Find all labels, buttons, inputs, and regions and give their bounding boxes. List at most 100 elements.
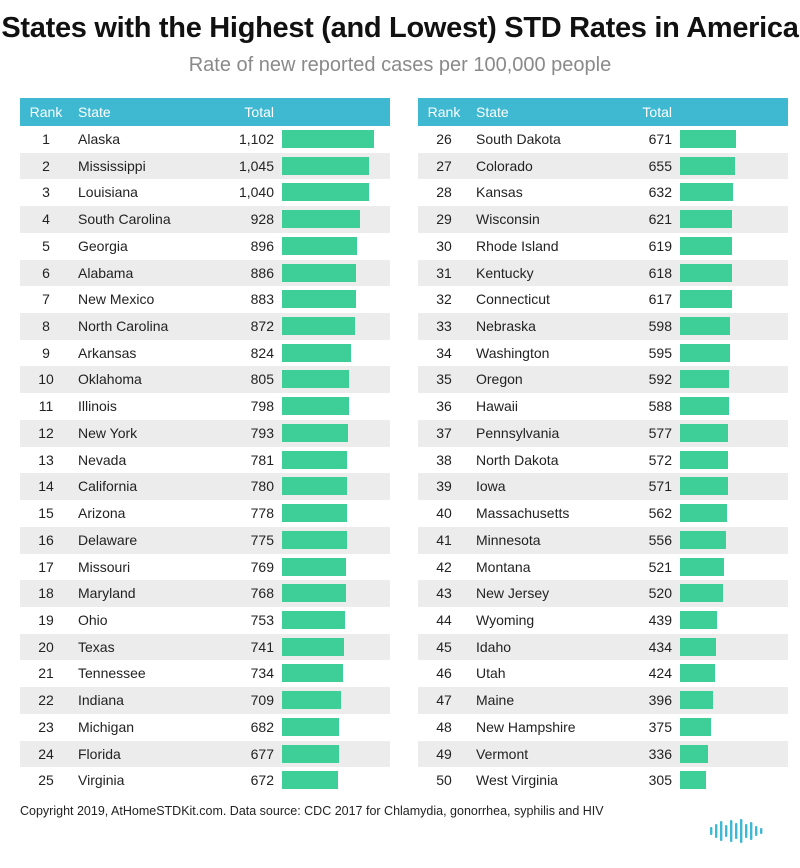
table-left: Rank State Total 1 Alaska 1,102 2 Mississipp…: [20, 98, 390, 794]
value-bar: [680, 744, 709, 763]
state-cell: Arkansas: [78, 344, 137, 361]
state-cell: Georgia: [78, 237, 128, 254]
table-row: 3 Louisiana 1,040: [20, 179, 390, 206]
total-cell: 753: [250, 611, 274, 628]
table-row: 5 Georgia 896: [20, 233, 390, 260]
table-row: 47 Maine 396: [418, 687, 788, 714]
table-row: 21 Tennessee 734: [20, 660, 390, 687]
value-bar: [282, 183, 369, 202]
state-cell: North Dakota: [476, 451, 559, 468]
state-cell: Illinois: [78, 398, 117, 415]
value-bar: [282, 637, 344, 656]
rank-cell: 15: [38, 505, 54, 522]
logo-bar: [755, 826, 758, 836]
value-bar: [282, 610, 345, 629]
total-cell: 618: [648, 264, 672, 281]
chart-title: States with the Highest (and Lowest) STD…: [1, 12, 799, 44]
rank-cell: 27: [436, 157, 452, 174]
total-cell: 872: [250, 318, 274, 335]
value-bar: [282, 263, 356, 282]
table-row: 35 Oregon 592: [418, 366, 788, 394]
total-cell: 896: [250, 237, 274, 254]
state-cell: Colorado: [476, 157, 533, 174]
state-cell: New York: [78, 424, 138, 441]
state-cell: Arizona: [78, 505, 126, 522]
rank-cell: 30: [436, 237, 452, 254]
total-cell: 798: [250, 398, 274, 415]
rank-cell: 19: [38, 611, 54, 628]
value-bar: [680, 370, 730, 389]
table-row: 14 California 780: [20, 473, 390, 501]
value-bar: [282, 530, 347, 549]
total-cell: 617: [648, 291, 672, 308]
state-cell: New Hampshire: [476, 718, 576, 735]
total-cell: 677: [250, 745, 274, 762]
value-bar: [680, 290, 732, 309]
state-cell: Nebraska: [476, 318, 536, 335]
table-row: 25 Virginia 672: [20, 767, 390, 794]
state-cell: Kentucky: [476, 264, 534, 281]
state-cell: Indiana: [78, 692, 124, 709]
table-row: 6 Alabama 886: [20, 259, 390, 287]
state-cell: Maine: [476, 692, 515, 709]
state-cell: Oklahoma: [78, 371, 142, 388]
table-row: 39 Iowa 571: [418, 473, 788, 501]
state-cell: New Jersey: [476, 585, 550, 602]
rank-cell: 28: [436, 184, 452, 201]
table-row: 38 North Dakota 572: [418, 447, 788, 474]
footer-source: Copyright 2019, AtHomeSTDKit.com. Data s…: [20, 804, 604, 818]
table-row: 11 Illinois 798: [20, 393, 390, 420]
rank-cell: 8: [42, 318, 50, 335]
value-bar: [282, 236, 357, 255]
total-cell: 928: [250, 211, 274, 228]
table-row: 37 Pennsylvania 577: [418, 419, 788, 447]
value-bar: [680, 637, 717, 656]
table-row: 31 Kentucky 618: [418, 259, 788, 287]
total-cell: 396: [648, 692, 672, 709]
table-row: 50 West Virginia 305: [418, 767, 788, 794]
total-cell: 305: [648, 772, 672, 789]
value-bar: [282, 557, 347, 576]
table-row: 46 Utah 424: [418, 660, 788, 687]
logo-bar: [735, 823, 738, 839]
rank-cell: 48: [436, 718, 452, 735]
rank-cell: 26: [436, 131, 452, 147]
total-cell: 780: [250, 478, 274, 495]
table-row: 42 Montana 521: [418, 554, 788, 581]
value-bar: [680, 423, 729, 442]
table-row: 7 New Mexico 883: [20, 286, 390, 313]
value-bar: [282, 130, 374, 148]
state-cell: Minnesota: [476, 531, 541, 548]
header-total: Total: [244, 104, 274, 120]
value-bar: [282, 584, 347, 603]
value-bar: [680, 263, 732, 282]
table-row: 2 Mississippi 1,045: [20, 152, 390, 180]
header-rank: Rank: [427, 104, 461, 120]
value-bar: [282, 317, 355, 336]
value-bar: [680, 717, 712, 736]
value-bar: [282, 210, 360, 229]
state-cell: Idaho: [476, 638, 512, 655]
rank-cell: 36: [436, 398, 452, 415]
rank-cell: 5: [42, 237, 50, 254]
total-cell: 1,102: [238, 131, 274, 147]
table-row: 32 Connecticut 617: [418, 286, 788, 313]
state-cell: Virginia: [78, 772, 125, 789]
table-row: 23 Michigan 682: [20, 714, 390, 741]
value-bar: [282, 717, 339, 736]
rank-cell: 6: [42, 264, 50, 281]
rank-cell: 49: [436, 745, 452, 762]
value-bar: [680, 317, 730, 336]
rank-cell: 9: [42, 344, 50, 361]
rank-cell: 16: [38, 531, 54, 548]
table-row: 33 Nebraska 598: [418, 313, 788, 340]
total-cell: 883: [250, 291, 274, 308]
total-cell: 741: [250, 638, 274, 655]
table-row: 29 Wisconsin 621: [418, 206, 788, 233]
table-header-left: Rank State Total: [20, 98, 390, 126]
state-cell: Oregon: [476, 371, 523, 388]
table-row: 10 Oklahoma 805: [20, 366, 390, 394]
state-cell: Wyoming: [476, 611, 535, 628]
state-cell: West Virginia: [476, 772, 558, 789]
table-row: 45 Idaho 434: [418, 633, 788, 661]
